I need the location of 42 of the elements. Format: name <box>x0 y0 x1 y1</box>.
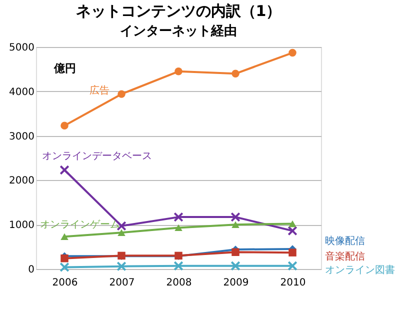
point <box>174 224 182 232</box>
y-tick-label: 2000 <box>9 176 34 187</box>
point <box>174 68 182 76</box>
y-tick-label: 4000 <box>9 86 34 98</box>
x-tick-label: 2008 <box>166 278 192 288</box>
point <box>288 248 296 256</box>
text: 映像配信 <box>325 235 365 248</box>
point <box>232 221 240 228</box>
point <box>288 261 298 271</box>
point <box>288 220 296 228</box>
point <box>288 48 296 57</box>
text: 音楽配信 <box>325 250 365 263</box>
x-tick-label: 2007 <box>109 278 135 288</box>
point <box>230 261 240 271</box>
series-label: 広告 <box>90 84 110 97</box>
y-tick-label: 0 <box>28 264 34 276</box>
x-tick-label: 2006 <box>52 278 78 288</box>
annotation: 億円 <box>53 62 76 75</box>
chart-title: ネットコンテンツの内訳（1） <box>76 2 282 20</box>
y-tick-label: 3000 <box>9 131 34 142</box>
point <box>60 254 68 262</box>
point <box>60 122 68 130</box>
point <box>60 262 70 272</box>
x-tick-label: 2010 <box>280 278 306 288</box>
series-label: オンラインデータベース <box>42 150 152 162</box>
series-label: オンラインゲーム <box>40 220 120 231</box>
x-tick-label: 2009 <box>223 278 249 288</box>
point <box>232 248 240 256</box>
point <box>232 70 240 78</box>
chart-subtitle: インターネット経由 <box>120 24 237 39</box>
y-tick-label: 1000 <box>9 220 34 232</box>
point <box>174 212 184 222</box>
point <box>118 90 126 98</box>
point <box>118 229 126 236</box>
point <box>60 233 68 240</box>
point <box>288 226 298 236</box>
point <box>230 212 240 222</box>
point <box>116 261 126 272</box>
y-tick-label: 5000 <box>9 42 34 54</box>
text: オンライン図書 <box>325 264 395 276</box>
point <box>174 261 184 271</box>
point <box>60 165 70 175</box>
